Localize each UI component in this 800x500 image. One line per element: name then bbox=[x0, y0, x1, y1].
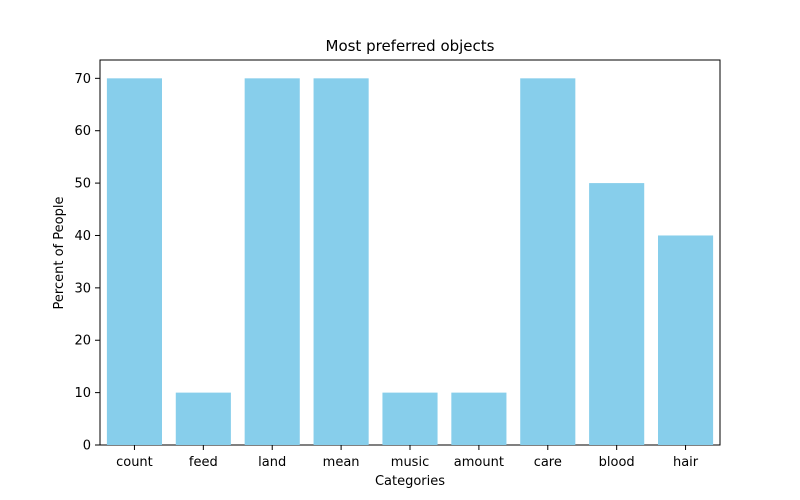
y-tick-label: 40 bbox=[74, 229, 91, 244]
y-tick-label: 70 bbox=[74, 72, 91, 87]
bar-mean bbox=[313, 78, 369, 445]
x-tick-label: feed bbox=[189, 455, 218, 470]
y-tick-label: 30 bbox=[74, 281, 91, 296]
y-tick-label: 0 bbox=[83, 439, 91, 454]
chart-title: Most preferred objects bbox=[326, 37, 495, 55]
x-tick-label: care bbox=[534, 455, 562, 470]
bar-hair bbox=[658, 235, 714, 445]
bar-amount bbox=[451, 392, 507, 445]
y-tick-label: 50 bbox=[74, 177, 91, 192]
bar-care bbox=[520, 78, 576, 445]
x-axis-ticks: count feed land mean music amount care blood hai… bbox=[116, 445, 699, 470]
x-tick-label: mean bbox=[323, 455, 360, 470]
x-tick-label: music bbox=[391, 455, 429, 470]
y-tick-label: 20 bbox=[74, 334, 91, 349]
y-tick-label: 10 bbox=[74, 386, 91, 401]
x-tick-label: count bbox=[116, 455, 153, 470]
bar-blood bbox=[589, 183, 645, 445]
bars-group bbox=[106, 78, 714, 445]
bar-land bbox=[244, 78, 300, 445]
x-axis-label: Categories bbox=[375, 474, 445, 489]
bar-count bbox=[106, 78, 162, 445]
x-tick-label: amount bbox=[454, 455, 504, 470]
x-tick-label: hair bbox=[673, 455, 699, 470]
x-tick-label: blood bbox=[599, 455, 635, 470]
y-axis-label: Percent of People bbox=[52, 197, 67, 310]
y-axis-ticks: 0 10 20 30 40 50 60 70 bbox=[74, 72, 100, 454]
bar-feed bbox=[175, 392, 231, 445]
x-tick-label: land bbox=[258, 455, 286, 470]
y-tick-label: 60 bbox=[74, 124, 91, 139]
bar-music bbox=[382, 392, 438, 445]
